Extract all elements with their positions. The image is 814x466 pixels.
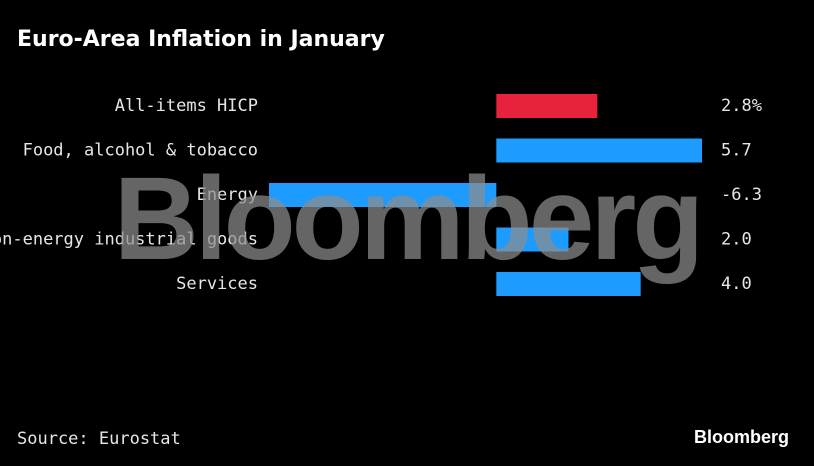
bar	[496, 272, 641, 296]
category-label: Food, alcohol & tobacco	[23, 141, 258, 161]
logo: Bloomberg	[694, 427, 789, 447]
chart-title: Euro-Area Inflation in January	[17, 27, 385, 52]
category-label: All-items HICP	[115, 96, 258, 116]
bar	[496, 227, 569, 252]
bar	[496, 138, 702, 163]
bar	[269, 183, 497, 207]
value-label: 2.0	[721, 230, 752, 250]
category-label: Energy	[197, 185, 258, 205]
bar	[496, 94, 598, 118]
category-label: Services	[176, 274, 258, 294]
watermark: Bloomberg	[114, 153, 701, 285]
value-label: 4.0	[721, 274, 752, 294]
value-label: 2.8%	[721, 96, 762, 116]
category-label: Non-energy industrial goods	[0, 230, 258, 250]
source: Source: Eurostat	[17, 429, 181, 449]
value-label: -6.3	[721, 185, 762, 205]
value-label: 5.7	[721, 141, 752, 161]
